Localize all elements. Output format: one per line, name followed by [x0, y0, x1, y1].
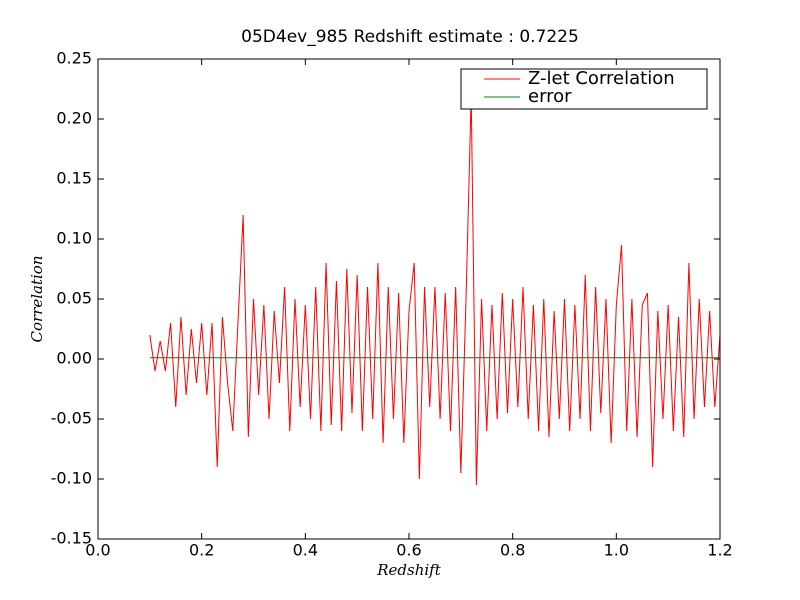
x-axis-label: Redshift — [376, 561, 441, 579]
x-tick-label: 0.2 — [189, 541, 214, 560]
x-tick-label: 0.4 — [293, 541, 318, 560]
y-tick-label: -0.10 — [51, 469, 92, 488]
legend-box — [460, 68, 708, 110]
y-tick-label: 0.05 — [56, 289, 92, 308]
x-tick-label: 0.8 — [500, 541, 525, 560]
chart-title: 05D4ev_985 Redshift estimate : 0.7225 — [241, 27, 579, 47]
y-tick-label: 0.25 — [56, 49, 92, 68]
y-tick-label: 0.10 — [56, 229, 92, 248]
y-tick-label: -0.15 — [51, 529, 92, 548]
y-tick-label: 0.15 — [56, 169, 92, 188]
legend-label: Z-let Correlation — [528, 68, 675, 89]
series-line — [149, 94, 721, 486]
x-tick-label: 0.0 — [85, 541, 110, 560]
legend-label: error — [528, 86, 572, 107]
x-tick-label: 0.6 — [396, 541, 421, 560]
y-axis-label: Correlation — [28, 256, 46, 343]
y-tick-label: 0.00 — [56, 349, 92, 368]
y-tick-label: 0.20 — [56, 109, 92, 128]
x-tick-label: 1.0 — [604, 541, 629, 560]
x-tick-label: 1.2 — [707, 541, 732, 560]
y-tick-label: -0.05 — [51, 409, 92, 428]
